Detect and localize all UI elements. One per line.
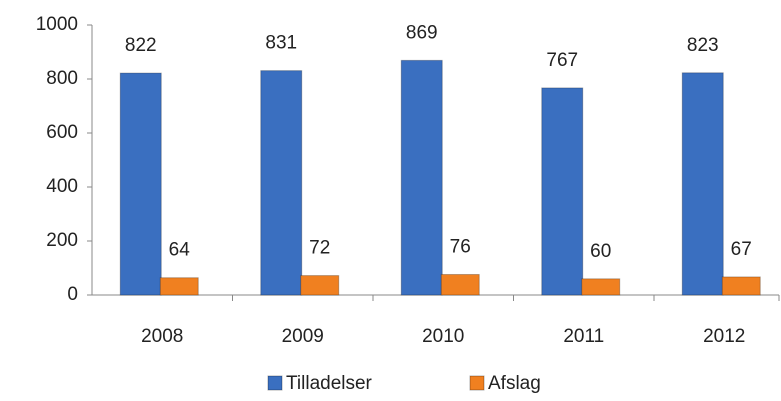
y-tick-label: 1000 <box>36 14 78 35</box>
y-tick-label: 600 <box>46 122 78 143</box>
y-tick-label: 200 <box>46 230 78 251</box>
bar <box>260 70 303 296</box>
x-tick-label: 2011 <box>563 326 604 347</box>
bar <box>440 273 480 296</box>
data-label: 72 <box>309 238 330 259</box>
bar <box>681 72 724 296</box>
y-tick-label: 800 <box>46 68 78 89</box>
bar <box>300 275 340 296</box>
bar <box>581 278 621 296</box>
data-label: 869 <box>406 22 438 43</box>
data-label: 64 <box>169 240 191 261</box>
bar <box>541 87 584 296</box>
data-label: 67 <box>731 239 752 260</box>
x-tick-label: 2010 <box>422 326 464 347</box>
data-label: 831 <box>265 33 297 54</box>
legend-swatch <box>469 375 485 391</box>
bar <box>721 276 761 296</box>
bar <box>159 277 199 296</box>
y-tick-label: 400 <box>46 176 78 197</box>
data-label: 767 <box>546 50 578 71</box>
data-label: 823 <box>687 35 719 56</box>
x-tick-label: 2008 <box>141 326 183 347</box>
y-tick-label: 0 <box>67 284 78 305</box>
bar <box>119 72 162 296</box>
data-label: 60 <box>590 241 611 262</box>
legend-swatch <box>267 375 283 391</box>
x-tick-label: 2009 <box>282 326 324 347</box>
bar <box>400 59 443 296</box>
data-label: 76 <box>450 236 471 257</box>
data-label: 822 <box>125 35 157 56</box>
legend-label: Afslag <box>488 373 541 394</box>
x-tick-label: 2012 <box>703 326 745 347</box>
legend-label: Tilladelser <box>286 373 373 394</box>
